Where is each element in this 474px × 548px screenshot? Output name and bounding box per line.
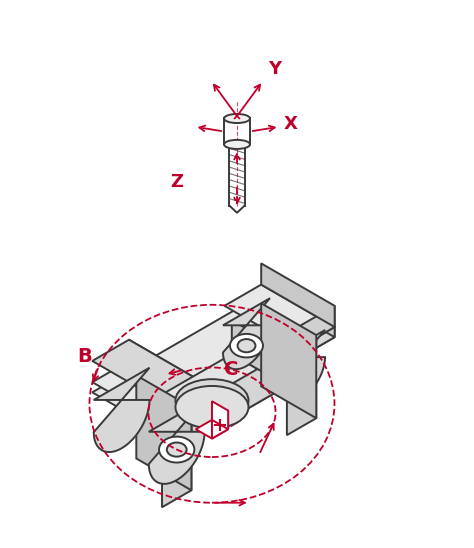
Polygon shape xyxy=(261,303,316,418)
Polygon shape xyxy=(223,298,270,369)
Text: B: B xyxy=(77,347,92,366)
Ellipse shape xyxy=(237,339,255,352)
Polygon shape xyxy=(261,284,335,337)
Polygon shape xyxy=(191,352,287,441)
Polygon shape xyxy=(287,335,316,435)
Polygon shape xyxy=(166,382,202,425)
Polygon shape xyxy=(92,361,202,425)
Ellipse shape xyxy=(224,114,250,123)
Polygon shape xyxy=(212,410,228,438)
Polygon shape xyxy=(129,340,202,403)
Polygon shape xyxy=(232,320,287,386)
Polygon shape xyxy=(212,401,228,429)
Polygon shape xyxy=(261,264,335,327)
Polygon shape xyxy=(92,295,335,435)
Polygon shape xyxy=(166,327,335,435)
Text: X: X xyxy=(284,116,298,133)
Ellipse shape xyxy=(167,442,187,456)
Ellipse shape xyxy=(224,140,250,149)
Polygon shape xyxy=(225,284,335,348)
Polygon shape xyxy=(94,368,149,452)
Polygon shape xyxy=(196,420,228,438)
Ellipse shape xyxy=(175,379,248,421)
Text: C: C xyxy=(224,361,238,379)
Ellipse shape xyxy=(175,386,248,429)
Text: Y: Y xyxy=(268,60,281,77)
Polygon shape xyxy=(92,340,202,403)
Polygon shape xyxy=(278,330,325,401)
Polygon shape xyxy=(162,407,191,507)
Polygon shape xyxy=(137,354,287,441)
Ellipse shape xyxy=(230,334,263,357)
Ellipse shape xyxy=(159,437,194,463)
Polygon shape xyxy=(298,306,335,348)
Polygon shape xyxy=(137,375,191,490)
Text: Z: Z xyxy=(170,173,183,191)
Polygon shape xyxy=(149,399,205,484)
